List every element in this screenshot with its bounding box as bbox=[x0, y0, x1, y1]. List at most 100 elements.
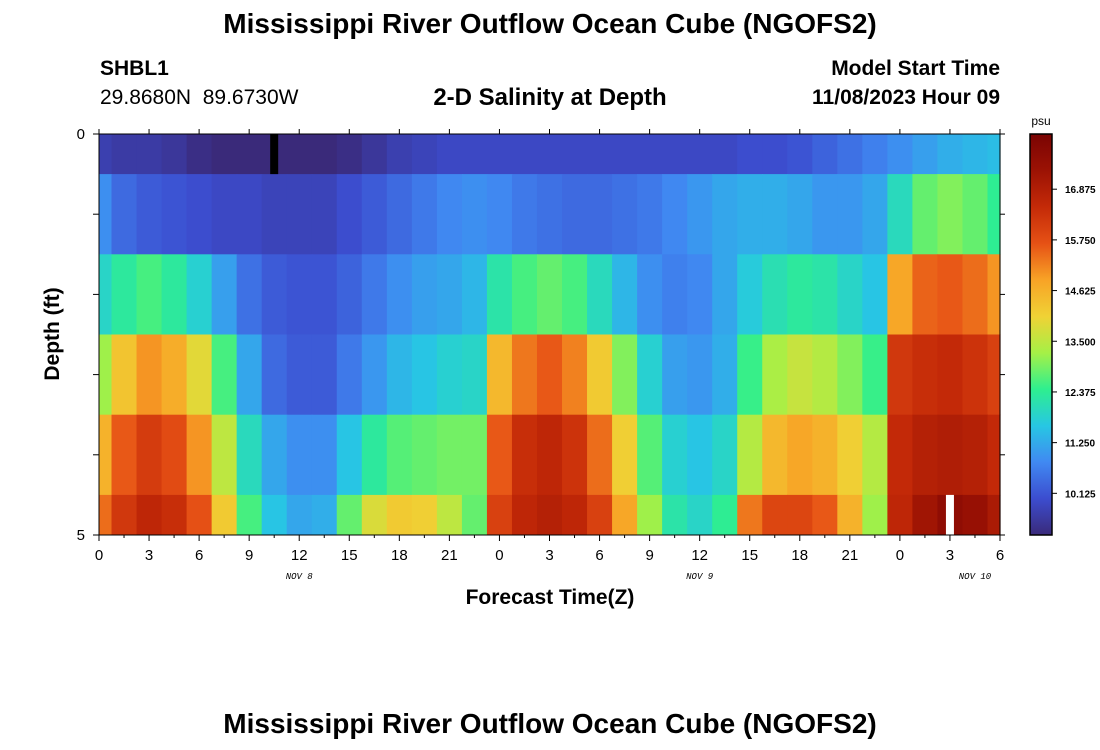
heatmap-cell bbox=[737, 334, 763, 416]
heatmap-cell bbox=[612, 494, 638, 536]
heatmap-cell bbox=[712, 254, 738, 335]
heatmap-cell bbox=[161, 494, 188, 536]
heatmap-cell bbox=[211, 334, 238, 416]
heatmap-cell bbox=[111, 134, 138, 175]
heatmap-cell bbox=[111, 414, 138, 496]
heatmap-cell bbox=[236, 494, 263, 536]
heatmap-cell bbox=[511, 254, 538, 335]
heatmap-cell bbox=[361, 494, 388, 536]
heatmap-cell bbox=[812, 134, 838, 175]
heatmap-cell bbox=[862, 174, 888, 255]
heatmap-cell bbox=[211, 174, 238, 255]
heatmap-cell bbox=[862, 414, 888, 496]
heatmap-cell bbox=[111, 254, 138, 335]
heatmap-cell bbox=[587, 414, 613, 496]
heatmap-cell bbox=[912, 334, 939, 416]
heatmap-cell bbox=[912, 254, 939, 335]
heatmap-cell bbox=[336, 334, 363, 416]
heatmap-cell bbox=[136, 414, 163, 496]
heatmap-cell bbox=[386, 134, 413, 175]
x-tick-label: 6 bbox=[195, 547, 203, 564]
heatmap-cell bbox=[361, 254, 388, 335]
heatmap-cell bbox=[712, 134, 738, 175]
heatmap-cell bbox=[336, 134, 363, 175]
heatmap-cell bbox=[161, 134, 188, 175]
heatmap-cell bbox=[536, 494, 563, 536]
colorbar-tick-label: 14.625 bbox=[1065, 287, 1096, 298]
heatmap-cell bbox=[436, 134, 463, 175]
heatmap-cell bbox=[536, 414, 563, 496]
heatmap-cell bbox=[361, 174, 388, 255]
heatmap-cell bbox=[536, 254, 563, 335]
heatmap-cell bbox=[236, 174, 263, 255]
heatmap-cell bbox=[161, 414, 188, 496]
heatmap-cell bbox=[186, 254, 213, 335]
heatmap-cell bbox=[662, 334, 688, 416]
x-tick-label: 3 bbox=[545, 547, 553, 564]
heatmap-cell bbox=[511, 134, 538, 175]
heatmap-cell bbox=[887, 174, 914, 255]
heatmap-cell bbox=[587, 134, 613, 175]
heatmap-cell bbox=[787, 494, 813, 536]
heatmap-cell bbox=[562, 174, 588, 255]
x-tick-label: 6 bbox=[996, 547, 1004, 564]
heatmap-cell bbox=[236, 134, 263, 175]
heatmap-cell bbox=[837, 174, 863, 255]
heatmap-cell bbox=[937, 174, 964, 255]
x-tick-label: 18 bbox=[391, 547, 408, 564]
heatmap-cell bbox=[386, 414, 413, 496]
heatmap-cell bbox=[186, 174, 213, 255]
colorbar-tick-label: 15.750 bbox=[1065, 236, 1096, 247]
heatmap-cell bbox=[536, 134, 563, 175]
heatmap-cell bbox=[912, 134, 939, 175]
colorbar bbox=[1029, 133, 1053, 536]
heatmap-cell bbox=[562, 334, 588, 416]
heatmap-cell bbox=[737, 134, 763, 175]
heatmap-cell bbox=[236, 334, 263, 416]
heatmap-cell bbox=[511, 414, 538, 496]
heatmap-cell bbox=[937, 134, 964, 175]
date-label: NOV 8 bbox=[286, 572, 314, 582]
heatmap-cell bbox=[787, 414, 813, 496]
heatmap-cell bbox=[411, 494, 438, 536]
heatmap-cell bbox=[612, 134, 638, 175]
heatmap-cell bbox=[662, 414, 688, 496]
heatmap-cell bbox=[962, 134, 989, 175]
heatmap-cell bbox=[662, 134, 688, 175]
heatmap-cell bbox=[411, 334, 438, 416]
heatmap-cell bbox=[812, 414, 838, 496]
heatmap-cell bbox=[286, 174, 313, 255]
heatmap-cell bbox=[762, 414, 788, 496]
max-marker bbox=[945, 494, 954, 535]
heatmap-cell bbox=[461, 134, 488, 175]
heatmap-cell bbox=[511, 174, 538, 255]
heatmap-cell bbox=[286, 254, 313, 335]
heatmap-cell bbox=[687, 414, 713, 496]
x-tick-label: 9 bbox=[245, 547, 253, 564]
heatmap-cell bbox=[687, 134, 713, 175]
heatmap-cell bbox=[336, 414, 363, 496]
heatmap-cell bbox=[336, 174, 363, 255]
heatmap-cell bbox=[812, 334, 838, 416]
heatmap-cell bbox=[186, 134, 213, 175]
heatmap-cell bbox=[511, 334, 538, 416]
heatmap-cell bbox=[111, 174, 138, 255]
heatmap-cell bbox=[962, 334, 989, 416]
heatmap-cell bbox=[211, 254, 238, 335]
heatmap-cell bbox=[612, 414, 638, 496]
heatmap-cell bbox=[99, 494, 113, 536]
heatmap-cell bbox=[687, 494, 713, 536]
heatmap-cell bbox=[862, 494, 888, 536]
date-label: NOV 9 bbox=[686, 572, 714, 582]
x-tick-label: 21 bbox=[441, 547, 458, 564]
heatmap-cell bbox=[937, 254, 964, 335]
heatmap-cell bbox=[987, 494, 1001, 536]
heatmap-cell bbox=[762, 494, 788, 536]
x-axis-title: Forecast Time(Z) bbox=[466, 586, 635, 609]
x-tick-label: 15 bbox=[741, 547, 758, 564]
x-tick-label: 9 bbox=[645, 547, 653, 564]
heatmap-cell bbox=[687, 174, 713, 255]
colorbar-tick-label: 10.125 bbox=[1065, 489, 1096, 500]
heatmap-cell bbox=[762, 174, 788, 255]
y-tick-label: 0 bbox=[77, 126, 85, 143]
